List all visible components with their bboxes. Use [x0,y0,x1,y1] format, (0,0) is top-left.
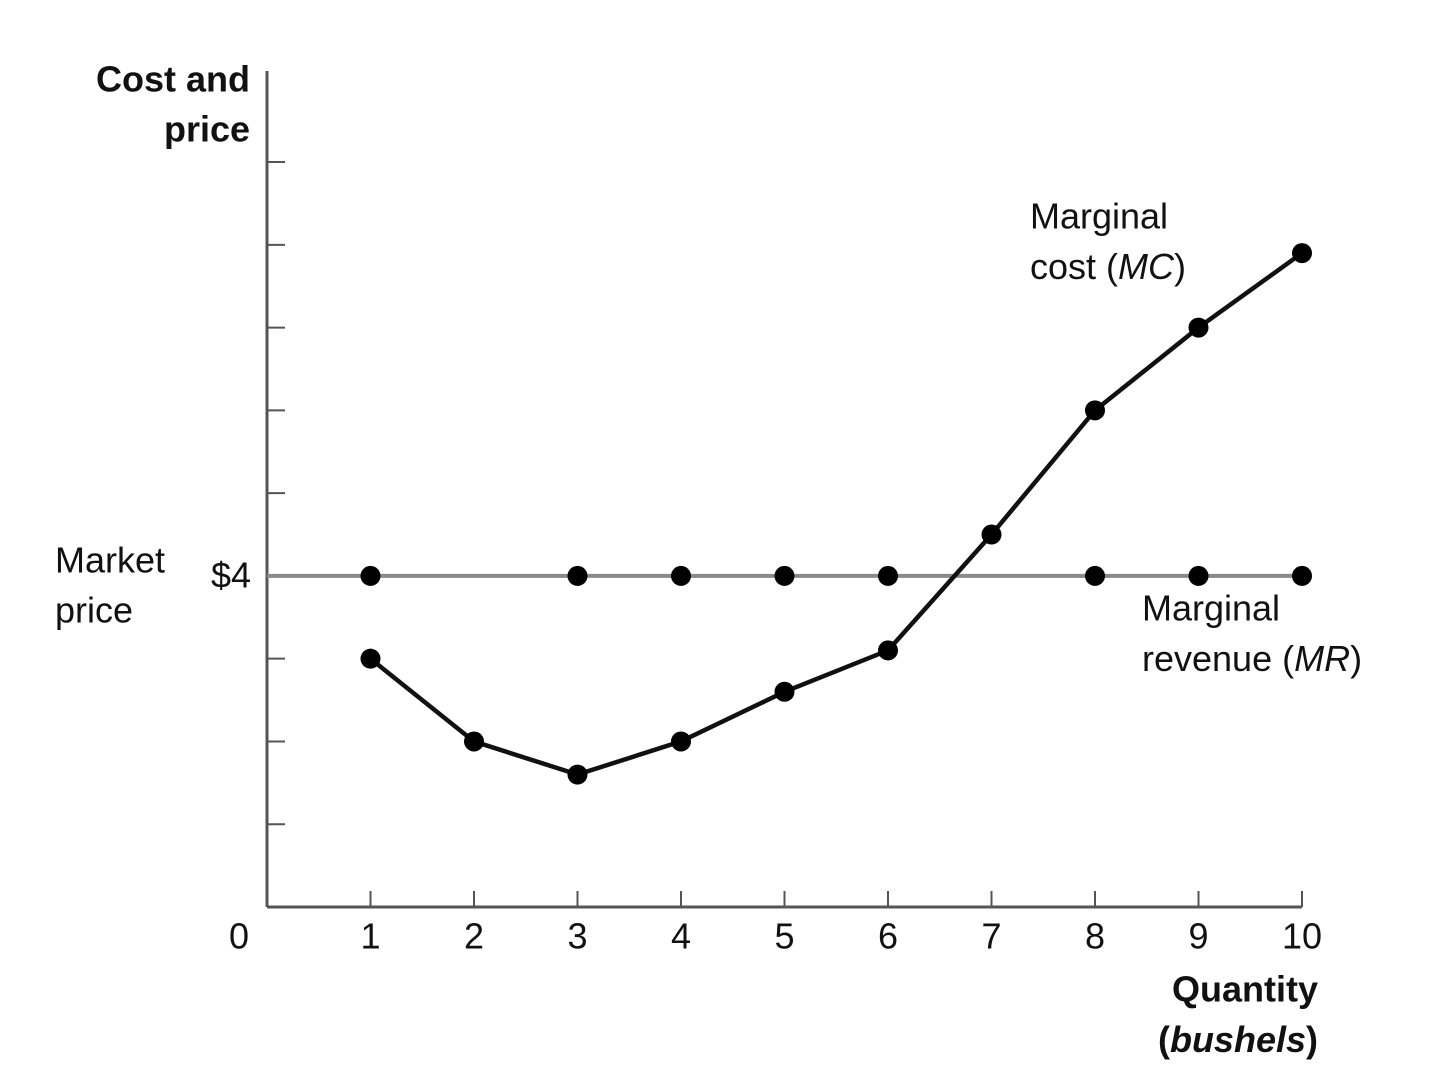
data-point [671,731,691,752]
data-point [1188,317,1209,338]
y-tick-label: $4 [211,554,251,595]
market-price-label: price [55,590,133,631]
data-point [1085,400,1105,421]
x-tick-label: 5 [774,916,794,957]
data-point [360,648,381,669]
market-price-label: Market [55,540,165,581]
y-axis-title: Cost and [96,59,250,100]
series-label: cost (MC) [1030,246,1186,287]
x-tick-label: 7 [981,916,1001,957]
data-point [1292,565,1312,586]
data-point [774,681,795,702]
x-tick-label: 3 [567,916,587,957]
x-axis-title: Quantity [1172,969,1318,1010]
series-label: Marginal [1142,588,1280,629]
x-tick-label: 10 [1282,916,1322,957]
data-point [774,565,795,586]
y-axis-title: price [164,109,250,150]
data-point [671,565,691,586]
data-point [464,731,484,752]
data-point [567,764,588,785]
data-point [360,565,381,586]
data-point [1085,565,1105,586]
x-tick-label: 6 [878,916,898,957]
data-point [1292,243,1312,264]
data-point [567,565,588,586]
series-label: Marginal [1030,196,1168,237]
x-tick-label: 9 [1188,916,1208,957]
data-point [878,640,898,661]
x-tick-label: 1 [360,916,380,957]
x-tick-label: 8 [1085,916,1105,957]
data-point [1188,565,1209,586]
x-tick-label: 4 [671,916,691,957]
mc-line [369,251,1304,777]
data-point [878,565,898,586]
x-axis-title: (bushels) [1158,1019,1318,1060]
series-label: revenue (MR) [1142,638,1362,679]
x-tick-label: 0 [229,916,249,957]
x-tick-label: 2 [464,916,484,957]
data-point [981,524,1002,545]
